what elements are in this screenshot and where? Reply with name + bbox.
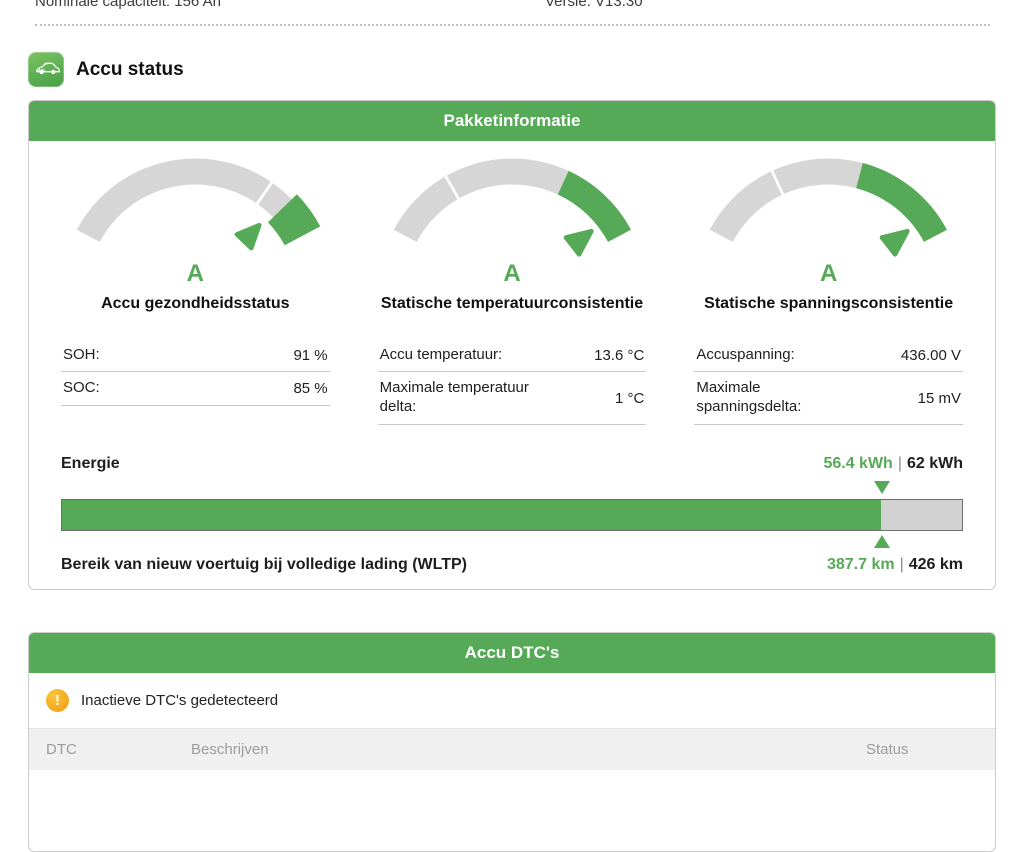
version-text: Versie: V13.30 [545,0,643,10]
dtc-column-header: DTC [46,741,77,758]
range-label: Bereik van nieuw voertuig bij volledige … [61,555,467,573]
row-value: 85 % [293,380,328,398]
report-meta-row: Nominale capaciteit: 156 Ah Versie: V13.… [35,0,989,10]
voltage-gauge-icon [710,158,948,257]
energy-current-value: 56.4 kWh [823,454,893,472]
gauge-column-health: A Accu gezondheidsstatus SOH: 91 % SOC: … [61,141,330,425]
table-row: Accuspanning: 436.00 V [694,339,963,373]
health-grade: A [186,259,204,287]
energy-bar-fill [62,499,881,530]
range-max-value: 426 km [908,555,963,573]
marker-row-below [61,534,963,550]
marker-row-above [61,480,963,497]
row-label: Accu temperatuur: [379,345,503,363]
page-title: Accu status [76,58,184,80]
marker-up-icon [873,534,890,548]
temperature-gauge-icon [393,158,631,257]
value-separator: | [897,454,902,472]
row-value: 1 °C [614,389,645,407]
dtc-notice-text: Inactieve DTC's gedetecteerd [81,692,279,709]
row-value: 15 mV [917,389,961,407]
energy-max-value: 62 kWh [906,454,963,472]
energy-values: 56.4 kWh | 62 kWh [823,455,963,473]
voltage-gauge-label: Statische spanningsconsistentie [704,294,954,312]
status-column-header: Status [866,741,909,758]
gauge-column-temperature: A Statische temperatuurconsistentie Accu… [377,141,647,425]
table-row: SOC: 85 % [61,372,330,407]
row-value: 436.00 V [900,346,961,364]
table-row: Maximale spanningsdelta: 15 mV [694,372,963,425]
ev-car-icon: EV [28,52,64,87]
dtc-panel: Accu DTC's ! Inactieve DTC's gedetecteer… [28,632,996,852]
svg-text:EV: EV [43,62,48,66]
marker-down-icon [873,480,890,494]
energy-bar [61,498,963,531]
row-label: SOH: [63,345,100,363]
health-gauge-label: Accu gezondheidsstatus [101,294,290,312]
table-row: SOH: 91 % [61,339,330,373]
row-value: 91 % [293,346,328,364]
energy-header-row: Energie 56.4 kWh | 62 kWh [61,455,963,473]
voltage-grade: A [819,259,838,287]
voltage-table: Accuspanning: 436.00 V Maximale spanning… [694,339,963,425]
nominal-capacity-text: Nominale capaciteit: 156 Ah [35,0,221,10]
pack-info-panel: Pakketinformatie A Accu gezondheidsstatu… [28,100,996,590]
row-label: Maximale temperatuur delta: [379,379,529,416]
temperature-table: Accu temperatuur: 13.6 °C Maximale tempe… [377,339,647,425]
row-label: Maximale spanningsdelta: [696,379,802,416]
energy-label: Energie [61,454,120,472]
energy-section: Energie 56.4 kWh | 62 kWh Bereik van nieuw… [29,455,995,574]
dtc-header: Accu DTC's [29,633,995,673]
description-column-header: Beschrijven [191,741,269,758]
dtc-table-header: DTC Beschrijven Status [29,728,995,770]
value-separator: | [899,555,904,573]
row-value: 13.6 °C [594,346,645,364]
temperature-grade: A [503,259,521,287]
dotted-divider [35,24,990,26]
gauge-columns: A Accu gezondheidsstatus SOH: 91 % SOC: … [29,141,995,425]
pack-info-header: Pakketinformatie [29,101,995,141]
range-values: 387.7 km | 426 km [827,556,963,574]
table-row: Accu temperatuur: 13.6 °C [377,339,647,373]
dtc-notice-row: ! Inactieve DTC's gedetecteerd [29,673,995,728]
temperature-gauge-label: Statische temperatuurconsistentie [380,294,644,312]
row-label: SOC: [63,379,100,397]
section-title-row: EV Accu status [28,52,184,87]
range-row: Bereik van nieuw voertuig bij volledige … [61,556,963,574]
range-current-value: 387.7 km [826,555,895,573]
row-label: Accuspanning: [696,345,795,363]
gauge-column-voltage: A Statische spanningsconsistentie Accusp… [694,141,963,425]
table-row: Maximale temperatuur delta: 1 °C [377,372,647,425]
health-table: SOH: 91 % SOC: 85 % [61,339,330,407]
health-gauge-icon [76,158,321,251]
warning-icon: ! [46,689,69,712]
